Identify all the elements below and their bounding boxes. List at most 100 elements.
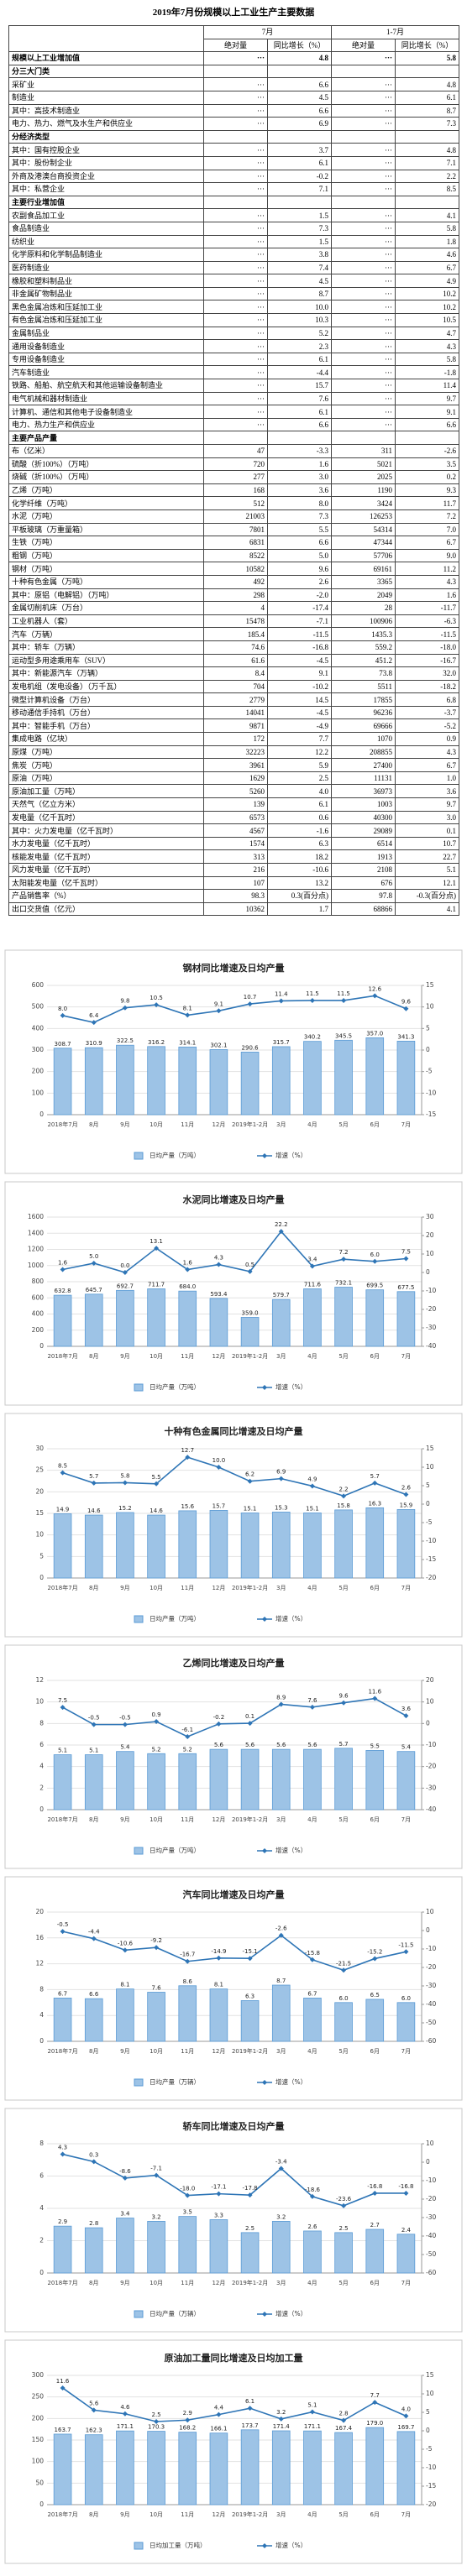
row-label: 其中：轿车（万辆） [8,640,204,655]
bar [116,1988,134,2042]
y2-tick-label: -5 [426,1068,433,1075]
x-tick-label: 3月 [276,1816,286,1823]
table-cell: 451.2 [331,653,396,668]
table-cell: 185.4 [203,627,268,641]
table-cell: ··· [203,221,268,236]
bar [334,1509,353,1579]
y2-tick-label: -40 [426,1805,436,1813]
table-cell: -11.5 [395,627,460,641]
x-tick-label: 3月 [276,2511,286,2518]
table-cell: 4.8 [266,51,333,65]
bar-value-label: 5.7 [339,1741,349,1748]
line-value-label: -6.1 [181,1727,193,1733]
table-cell: 4.0 [266,784,333,799]
table-cell: ··· [331,391,396,406]
y2-tick-label: -10 [426,1741,436,1748]
y2-tick-label: -20 [426,2195,436,2202]
x-tick-label: 2018年7月 [47,1121,77,1128]
table-cell: 139 [203,797,268,812]
bar [396,1291,416,1347]
bar [240,2429,260,2505]
line-marker [122,1270,128,1275]
bar [53,2433,72,2505]
y2-tick-label: -20 [426,1763,436,1770]
empty-cell [203,64,268,79]
y2-tick-label: 30 [426,1213,434,1220]
table-row: 天然气（亿立方米） 139 6.1 1003 9.7 [8,797,460,812]
x-tick-label: 12月 [212,2280,225,2286]
bar [53,1754,72,1811]
line-value-label: 8.9 [276,1694,286,1701]
y-tick-label: 5 [39,1552,44,1560]
line-marker [372,2190,378,2196]
empty-cell [331,195,396,210]
table-cell: 9.0 [395,548,460,563]
bar-value-label: 359.0 [242,1309,259,1316]
table-row: 风力发电量（亿千瓦时） 216 -10.6 2108 5.1 [8,863,460,877]
row-label: 金属制品业 [8,326,204,341]
line-marker [341,1493,347,1499]
table-cell: 6573 [203,810,268,825]
table-cell: 9.1 [395,405,460,419]
bar [116,2430,134,2505]
table-row: 发电量（亿千瓦时） 6573 0.6 40300 3.0 [8,810,460,825]
table-cell: 1629 [203,771,268,786]
table-cell: 10362 [203,901,268,917]
bar [209,1748,228,1811]
row-label: 十种有色金属（万吨） [8,574,204,589]
line-value-label: 1.6 [58,1259,68,1266]
line-marker [247,1721,253,1727]
table-cell: -0.2 [266,169,333,184]
y2-tick-label: 10 [426,1003,434,1011]
bar [334,2432,353,2505]
line-marker [185,1455,191,1460]
table-cell: 6.1 [266,405,333,419]
table-cell: 1.7 [266,901,333,917]
table-cell: 4.5 [266,90,333,105]
legend-label: 增速（%） [275,2077,307,2086]
y2-tick-label: -20 [426,1305,436,1313]
row-label: 平板玻璃（万重量箱） [8,522,204,537]
table-cell: 14041 [203,705,268,720]
line-value-label: 5.0 [89,1253,98,1260]
line-marker [403,1006,409,1011]
table-cell: 2.2 [395,169,460,184]
line-marker [403,1492,409,1497]
table-cell: 7801 [203,522,268,537]
x-tick-label: 7月 [401,1121,411,1128]
table-row: 焦炭（万吨） 3961 5.9 27400 6.7 [8,758,460,772]
line-marker [247,1478,253,1484]
table-row: 原油（万吨） 1629 2.5 11131 1.0 [8,771,460,786]
line-value-label: 0.5 [245,1262,254,1268]
line-value-label: -18.6 [305,2187,321,2193]
x-tick-label: 4月 [307,1353,317,1360]
table-row: 硫酸（折100%）（万吨） 720 1.6 5021 3.5 [8,457,460,472]
row-label: 运动型多用途乘用车（SUV） [8,653,204,668]
table-cell: -2.0 [266,588,333,603]
line-marker [91,2407,97,2413]
table-cell: 8.0 [266,496,333,510]
bar [84,1754,103,1811]
y-tick-label: 200 [32,1068,45,1075]
row-label: 核能发电量（亿千瓦时） [8,849,204,864]
line-value-label: 4.0 [401,2406,411,2412]
x-tick-label: 11月 [181,1353,194,1360]
bar-value-label: 2.5 [339,2225,349,2232]
table-cell: 4.1 [395,208,460,222]
chart-frame [4,1181,463,1406]
table-cell: -3.3 [266,444,333,458]
row-label: 有色金属冶炼和压延加工业 [8,313,204,327]
table-cell: 1190 [331,483,396,498]
line-marker [309,1263,315,1269]
y-tick-label: 4 [39,2204,44,2212]
line-marker [91,1020,97,1026]
y-tick-label: 800 [32,1278,45,1285]
line-value-label: 9.8 [120,998,129,1005]
table-cell: -17.4 [266,601,333,615]
line-marker [122,1480,128,1486]
table-cell: ··· [203,155,268,170]
bar-value-label: 2.8 [89,2220,98,2227]
bar [334,1039,353,1116]
table-cell: ··· [203,103,268,118]
line [62,1456,407,1497]
